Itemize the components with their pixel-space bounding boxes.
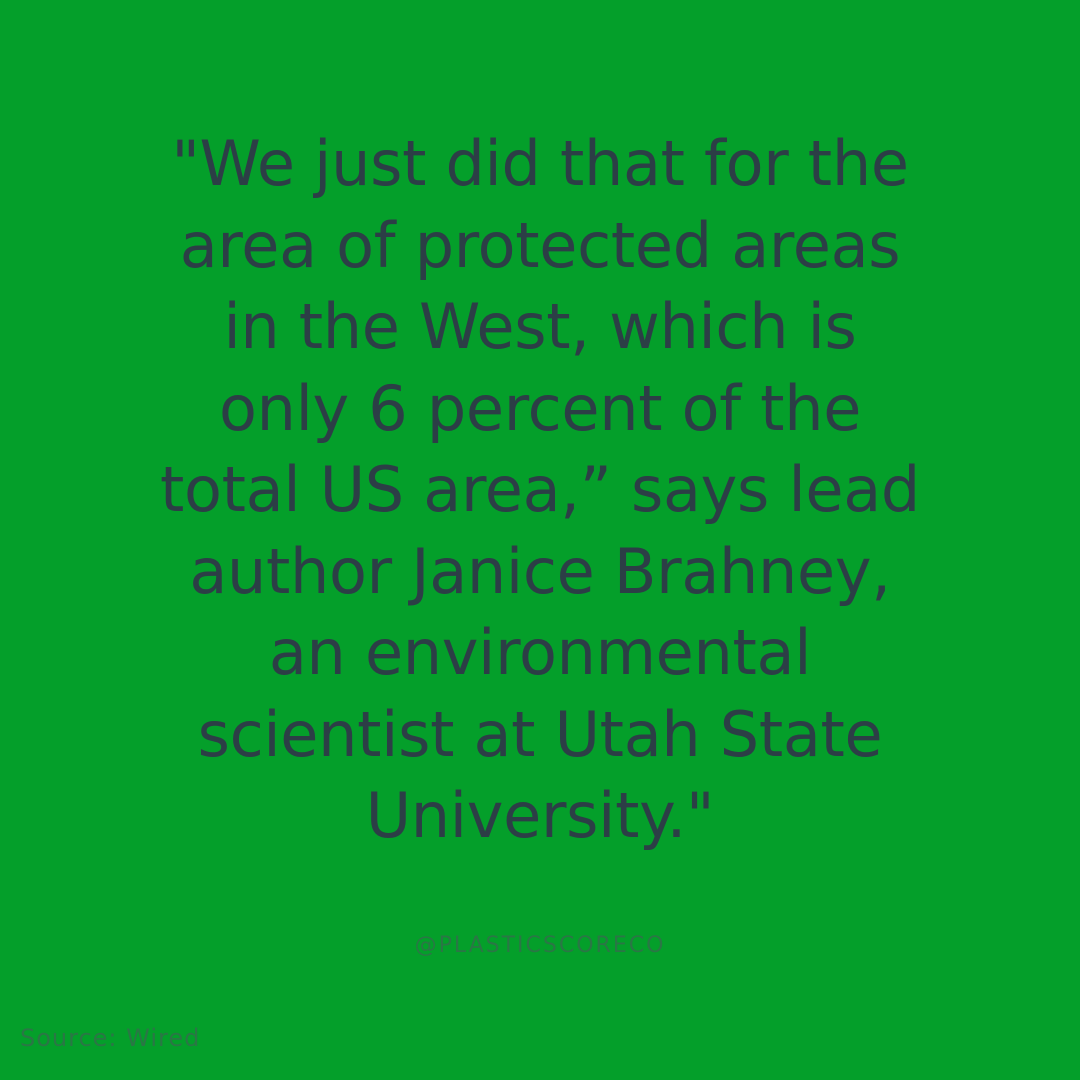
quote-line: author Janice Brahney, [189, 534, 891, 608]
quote-line: scientist at Utah State [197, 697, 883, 771]
quote-line: University." [365, 779, 715, 852]
quote-line: in the West, which is [223, 290, 857, 363]
quote-line: "We just did that for the [171, 127, 909, 200]
social-handle: @PLASTICSCORECO [414, 933, 666, 958]
quote-text: "We just did that for the area of protec… [40, 123, 1040, 857]
quote-line: only 6 percent of the [218, 371, 862, 445]
quote-line: area of protected areas [179, 208, 901, 282]
quote-line: total US area,” says lead [160, 453, 920, 526]
quote-line: an environmental [268, 616, 812, 689]
source-credit: Source: Wired [20, 1024, 201, 1052]
